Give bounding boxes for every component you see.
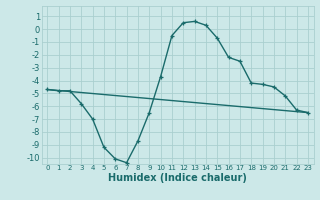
X-axis label: Humidex (Indice chaleur): Humidex (Indice chaleur) xyxy=(108,173,247,183)
